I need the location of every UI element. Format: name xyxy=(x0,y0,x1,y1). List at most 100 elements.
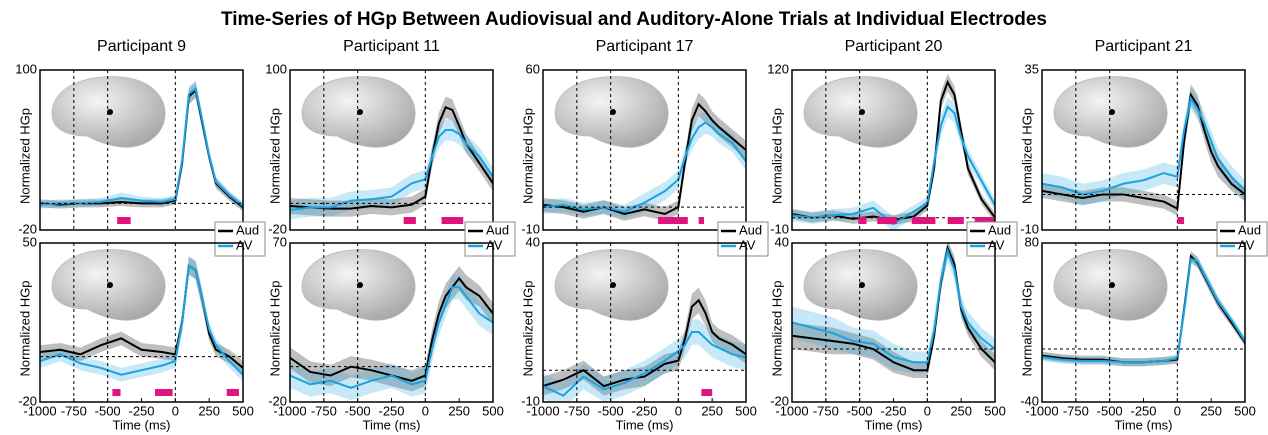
x-tick-label: -500 xyxy=(345,403,371,418)
series-line xyxy=(290,286,493,389)
x-tick-label: -750 xyxy=(61,403,87,418)
y-tick-label: 35 xyxy=(1025,61,1039,76)
panel-title: Participant 20 xyxy=(845,38,943,55)
y-tick-label: -20 xyxy=(770,393,789,408)
x-tick-label: -750 xyxy=(564,403,590,418)
plot-area xyxy=(40,243,243,402)
series-line xyxy=(543,331,746,397)
y-tick-label: 40 xyxy=(526,234,540,249)
x-axis-label: Time (ms) xyxy=(864,417,922,432)
panel-title: Participant 17 xyxy=(596,38,694,55)
significance-bar xyxy=(911,217,936,224)
error-band xyxy=(543,287,746,396)
error-band xyxy=(40,256,243,375)
axes-frame xyxy=(542,69,747,231)
electrode xyxy=(610,282,616,288)
legend-label: Aud xyxy=(739,222,762,237)
series-line xyxy=(792,244,995,372)
plot-area xyxy=(290,70,493,230)
y-axis-label: Normalized HGp xyxy=(520,108,535,204)
legend-box xyxy=(214,221,266,257)
x-tick-label: 500 xyxy=(984,403,1006,418)
series-line xyxy=(290,129,493,211)
axes-frame xyxy=(39,69,244,231)
plot-area xyxy=(792,70,995,230)
x-tick-label: -750 xyxy=(813,403,839,418)
series-line xyxy=(543,102,746,216)
significance-bar xyxy=(877,217,897,224)
x-tick-label: -250 xyxy=(880,403,906,418)
y-axis-label: Normalized HGp xyxy=(267,108,282,204)
error-band xyxy=(290,96,493,217)
y-tick-label: -10 xyxy=(521,221,540,236)
axes-frame xyxy=(1041,69,1246,231)
x-tick-label: 0 xyxy=(675,403,682,418)
error-band xyxy=(290,119,493,220)
y-axis-label: Normalized HGp xyxy=(267,280,282,376)
significance-bar xyxy=(858,217,867,224)
series-line xyxy=(1042,257,1245,364)
x-tick-label: 250 xyxy=(448,403,470,418)
electrode xyxy=(357,282,363,288)
error-band xyxy=(543,111,746,219)
electrode xyxy=(859,109,865,115)
figure-title: Time-Series of HGp Between Audiovisual a… xyxy=(221,9,1047,30)
series-line xyxy=(1042,92,1245,211)
y-tick-label: -10 xyxy=(770,221,789,236)
x-tick-label: -1000 xyxy=(273,403,306,418)
series-line xyxy=(792,247,995,364)
x-tick-label: -750 xyxy=(1063,403,1089,418)
electrode xyxy=(1109,109,1115,115)
legend-box xyxy=(1216,221,1268,257)
x-tick-label: -250 xyxy=(631,403,657,418)
electrode xyxy=(357,109,363,115)
series-line xyxy=(1042,95,1245,196)
x-tick-label: -250 xyxy=(128,403,154,418)
x-tick-label: 0 xyxy=(924,403,931,418)
legend-label: AV xyxy=(739,237,756,252)
y-axis-label: Normalized HGp xyxy=(17,108,32,204)
x-tick-label: -1000 xyxy=(775,403,808,418)
x-tick-label: 500 xyxy=(735,403,757,418)
error-band xyxy=(792,243,995,373)
electrode xyxy=(1109,282,1115,288)
x-tick-label: -500 xyxy=(95,403,121,418)
series-line xyxy=(543,121,746,213)
significance-bar xyxy=(226,389,239,396)
plot-area xyxy=(290,243,493,402)
error-band xyxy=(1042,250,1245,367)
legend-label: AV xyxy=(236,237,253,252)
y-tick-label: 50 xyxy=(23,234,37,249)
plot-area xyxy=(40,70,243,230)
axes-frame xyxy=(289,69,494,231)
x-tick-label: 0 xyxy=(1174,403,1181,418)
panel-title: Participant 21 xyxy=(1095,38,1193,55)
x-axis-label: Time (ms) xyxy=(112,417,170,432)
series-line xyxy=(543,298,746,388)
legend-box xyxy=(464,221,516,257)
series-line xyxy=(792,105,995,226)
x-tick-label: 250 xyxy=(950,403,972,418)
y-tick-label: -20 xyxy=(268,221,287,236)
plot-area xyxy=(543,70,746,230)
axes-frame xyxy=(791,69,996,231)
significance-bar xyxy=(658,217,688,224)
y-tick-label: -20 xyxy=(18,221,37,236)
y-tick-label: -10 xyxy=(521,393,540,408)
x-tick-label: -500 xyxy=(1097,403,1123,418)
y-tick-label: 60 xyxy=(526,61,540,76)
plot-area xyxy=(1042,70,1245,230)
plot-area xyxy=(792,243,995,402)
electrode xyxy=(859,282,865,288)
error-band xyxy=(1042,87,1245,206)
x-tick-label: 250 xyxy=(701,403,723,418)
electrode xyxy=(610,109,616,115)
legend-box xyxy=(717,221,769,257)
y-axis-label: Normalized HGp xyxy=(1019,280,1034,376)
y-tick-label: 100 xyxy=(15,61,37,76)
x-tick-label: -1000 xyxy=(1025,403,1058,418)
x-tick-label: -1000 xyxy=(526,403,559,418)
electrode xyxy=(107,282,113,288)
x-axis-label: Time (ms) xyxy=(362,417,420,432)
